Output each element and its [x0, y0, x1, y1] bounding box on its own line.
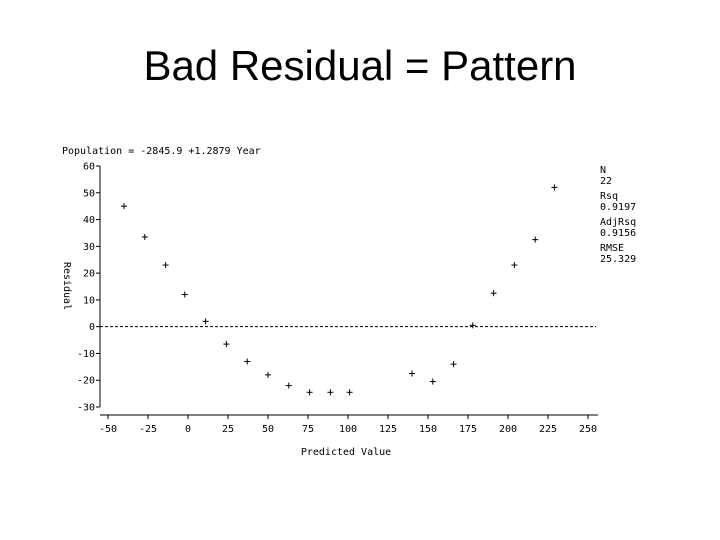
x-tick-label: 75 — [302, 424, 314, 435]
stat-label: AdjRsq — [600, 217, 636, 228]
data-point — [141, 233, 148, 240]
data-points — [121, 184, 558, 396]
data-point — [162, 262, 169, 269]
x-tick-label: 250 — [579, 424, 597, 435]
x-axis: -50 -25 0 25 50 75 100 125 150 175 200 225 250 — [99, 414, 598, 435]
x-tick-label: 0 — [185, 424, 191, 435]
x-tick-label: 150 — [419, 424, 437, 435]
x-tick-label: 25 — [222, 424, 234, 435]
data-point — [306, 389, 313, 396]
data-point — [202, 318, 209, 325]
data-point — [511, 262, 518, 269]
data-point — [223, 341, 230, 348]
stat-value: 0.9156 — [600, 228, 636, 239]
x-tick-label: 125 — [379, 424, 397, 435]
x-tick-label: -25 — [139, 424, 157, 435]
y-tick-label: 40 — [83, 215, 95, 226]
y-tick-label: -30 — [77, 403, 95, 414]
stat-label: RMSE — [600, 243, 624, 254]
data-point — [346, 389, 353, 396]
y-tick-label: 10 — [83, 295, 95, 306]
slide-title: Bad Residual = Pattern — [143, 42, 577, 89]
y-tick-label: 20 — [83, 269, 95, 280]
chart-title: Population = -2845.9 +1.2879 Year — [62, 146, 261, 157]
x-tick-label: 100 — [339, 424, 357, 435]
x-tick-label: 225 — [539, 424, 557, 435]
data-point — [450, 361, 457, 368]
y-tick-label: -20 — [77, 376, 95, 387]
x-tick-label: 50 — [262, 424, 274, 435]
stat-label: Rsq — [600, 191, 618, 202]
data-point — [469, 322, 476, 329]
x-tick-label: 175 — [459, 424, 477, 435]
data-point — [490, 290, 497, 297]
x-tick-label: -50 — [99, 424, 117, 435]
data-point — [429, 378, 436, 385]
data-point — [181, 291, 188, 298]
y-tick-label: 60 — [83, 162, 95, 173]
stat-value: 25.329 — [600, 254, 636, 265]
x-tick-label: 200 — [499, 424, 517, 435]
data-point — [327, 389, 334, 396]
x-axis-label: Predicted Value — [301, 447, 391, 458]
data-point — [121, 203, 127, 210]
data-point — [285, 382, 292, 389]
data-point — [409, 370, 415, 377]
y-tick-label: 0 — [89, 322, 95, 333]
y-axis-label: Residual — [61, 262, 72, 310]
data-point — [244, 358, 251, 365]
stat-label: N — [600, 165, 606, 176]
y-tick-label: 50 — [83, 188, 95, 199]
y-tick-label: -10 — [77, 349, 95, 360]
stat-value: 22 — [600, 176, 612, 187]
y-axis: 60 50 40 30 20 10 0 -10 -20 -30 — [77, 162, 101, 414]
data-point — [551, 184, 558, 191]
data-point — [265, 371, 271, 378]
stat-value: 0.9197 — [600, 202, 636, 213]
data-point — [532, 236, 539, 243]
y-tick-label: 30 — [83, 242, 95, 253]
